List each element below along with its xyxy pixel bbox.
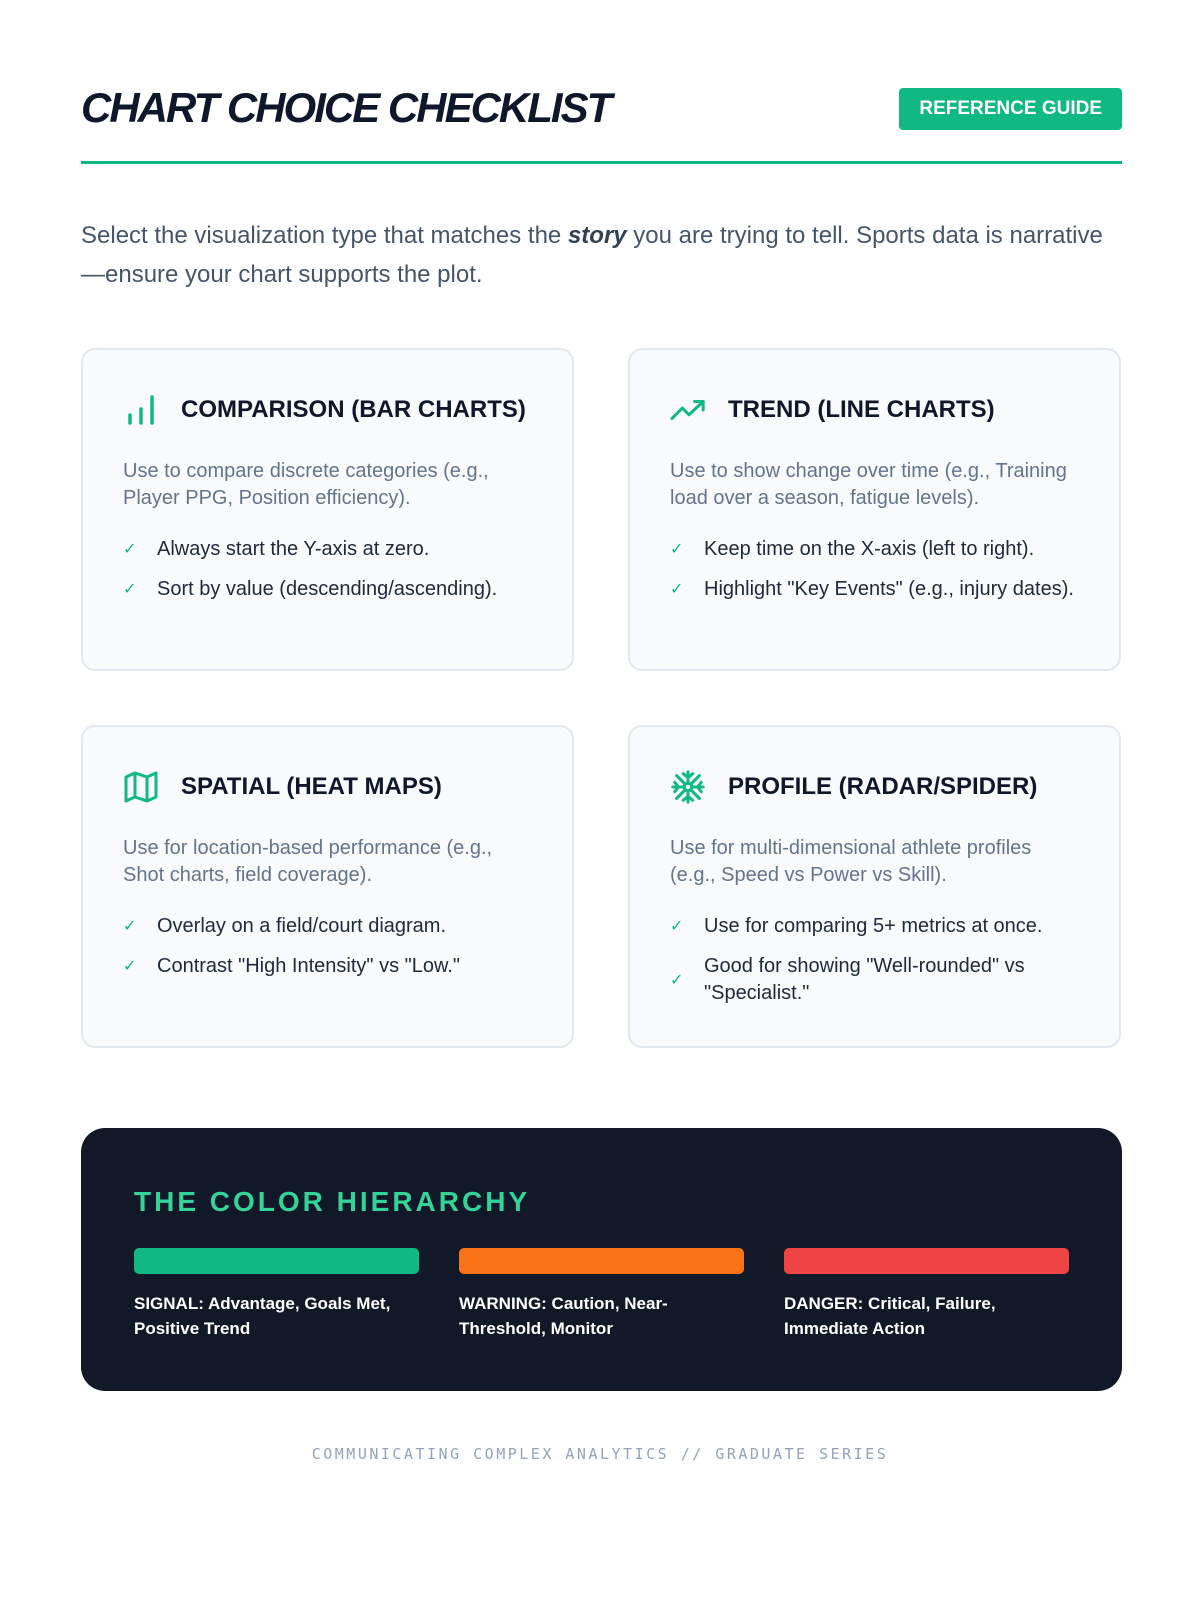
item-text: Sort by value (descending/ascending).: [157, 578, 498, 600]
item-text: Always start the Y-axis at zero.: [157, 538, 430, 560]
snowflake-icon: [670, 769, 706, 805]
checklist-item: ✓ Always start the Y-axis at zero.: [123, 536, 532, 563]
card-profile: PROFILE (RADAR/SPIDER) Use for multi-dim…: [628, 725, 1121, 1048]
item-text: Highlight "Key Events" (e.g., injury dat…: [704, 578, 1074, 600]
color-hierarchy-panel: THE COLOR HIERARCHY SIGNAL: Advantage, G…: [81, 1128, 1122, 1391]
card-spatial: SPATIAL (HEAT MAPS) Use for location-bas…: [81, 725, 574, 1048]
trending-up-icon: [670, 392, 706, 428]
card-trend: TREND (LINE CHARTS) Use to show change o…: [628, 348, 1121, 671]
reference-guide-badge: REFERENCE GUIDE: [899, 88, 1122, 130]
swatch-label: SIGNAL: Advantage, Goals Met, Positive T…: [134, 1294, 391, 1338]
checklist-item: ✓ Contrast "High Intensity" vs "Low.": [123, 953, 532, 980]
checklist-item: ✓ Keep time on the X-axis (left to right)…: [670, 536, 1079, 563]
intro-before: Select the visualization type that match…: [81, 222, 568, 249]
check-icon: ✓: [123, 958, 137, 975]
swatch-warning: WARNING: Caution, Near-Threshold, Monito…: [459, 1248, 744, 1341]
page-title: CHART CHOICE CHECKLIST: [81, 84, 612, 131]
check-icon: ✓: [670, 581, 684, 598]
checklist-item: ✓ Good for showing "Well-rounded" vs "Spe…: [670, 953, 1079, 1007]
card-description: Use to show change over time (e.g., Trai…: [670, 460, 1067, 509]
checklist-item: ✓ Highlight "Key Events" (e.g., injury da…: [670, 576, 1079, 603]
swatch-label: WARNING: Caution, Near-Threshold, Monito…: [459, 1294, 668, 1338]
check-icon: ✓: [123, 581, 137, 598]
checklist-item: ✓ Use for comparing 5+ metrics at once.: [670, 913, 1079, 940]
swatch-label: DANGER: Critical, Failure, Immediate Act…: [784, 1294, 996, 1338]
card-description: Use for multi-dimensional athlete profil…: [670, 837, 1032, 886]
item-text: Use for comparing 5+ metrics at once.: [704, 915, 1043, 937]
card-title: PROFILE (RADAR/SPIDER): [728, 773, 1038, 800]
bar-chart-icon: [123, 392, 159, 428]
check-icon: ✓: [670, 971, 684, 989]
check-icon: ✓: [123, 541, 137, 558]
danger-color-bar: [784, 1248, 1069, 1274]
intro-text: Select the visualization type that match…: [81, 216, 1121, 294]
color-hierarchy-title: THE COLOR HIERARCHY: [134, 1186, 531, 1217]
page-header: CHART CHOICE CHECKLIST REFERENCE GUIDE: [81, 80, 1122, 164]
intro-emphasis: story: [567, 222, 627, 249]
item-text: Contrast "High Intensity" vs "Low.": [157, 955, 460, 977]
check-icon: ✓: [670, 918, 684, 935]
card-title: COMPARISON (BAR CHARTS): [181, 396, 526, 423]
card-description: Use for location-based performance (e.g.…: [123, 837, 493, 886]
intro-after: you are trying to tell. Sports data is n…: [81, 222, 1103, 288]
checklist-item: ✓ Sort by value (descending/ascending).: [123, 576, 532, 603]
footer-text: COMMUNICATING COMPLEX ANALYTICS // GRADU…: [311, 1445, 889, 1463]
map-icon: [123, 769, 159, 805]
card-title: TREND (LINE CHARTS): [728, 396, 995, 423]
swatch-danger: DANGER: Critical, Failure, Immediate Act…: [784, 1248, 1069, 1341]
checklist-item: ✓ Overlay on a field/court diagram.: [123, 913, 532, 940]
item-text: Good for showing "Well-rounded" vs "Spec…: [704, 955, 1025, 1004]
item-text: Overlay on a field/court diagram.: [157, 915, 447, 937]
card-title: SPATIAL (HEAT MAPS): [181, 773, 442, 800]
card-comparison: COMPARISON (BAR CHARTS) Use to compare d…: [81, 348, 574, 671]
swatch-signal: SIGNAL: Advantage, Goals Met, Positive T…: [134, 1248, 419, 1341]
card-description: Use to compare discrete categories (e.g.…: [123, 460, 489, 509]
item-text: Keep time on the X-axis (left to right).: [704, 538, 1035, 560]
warning-color-bar: [459, 1248, 744, 1274]
check-icon: ✓: [670, 541, 684, 558]
check-icon: ✓: [123, 918, 137, 935]
signal-color-bar: [134, 1248, 419, 1274]
